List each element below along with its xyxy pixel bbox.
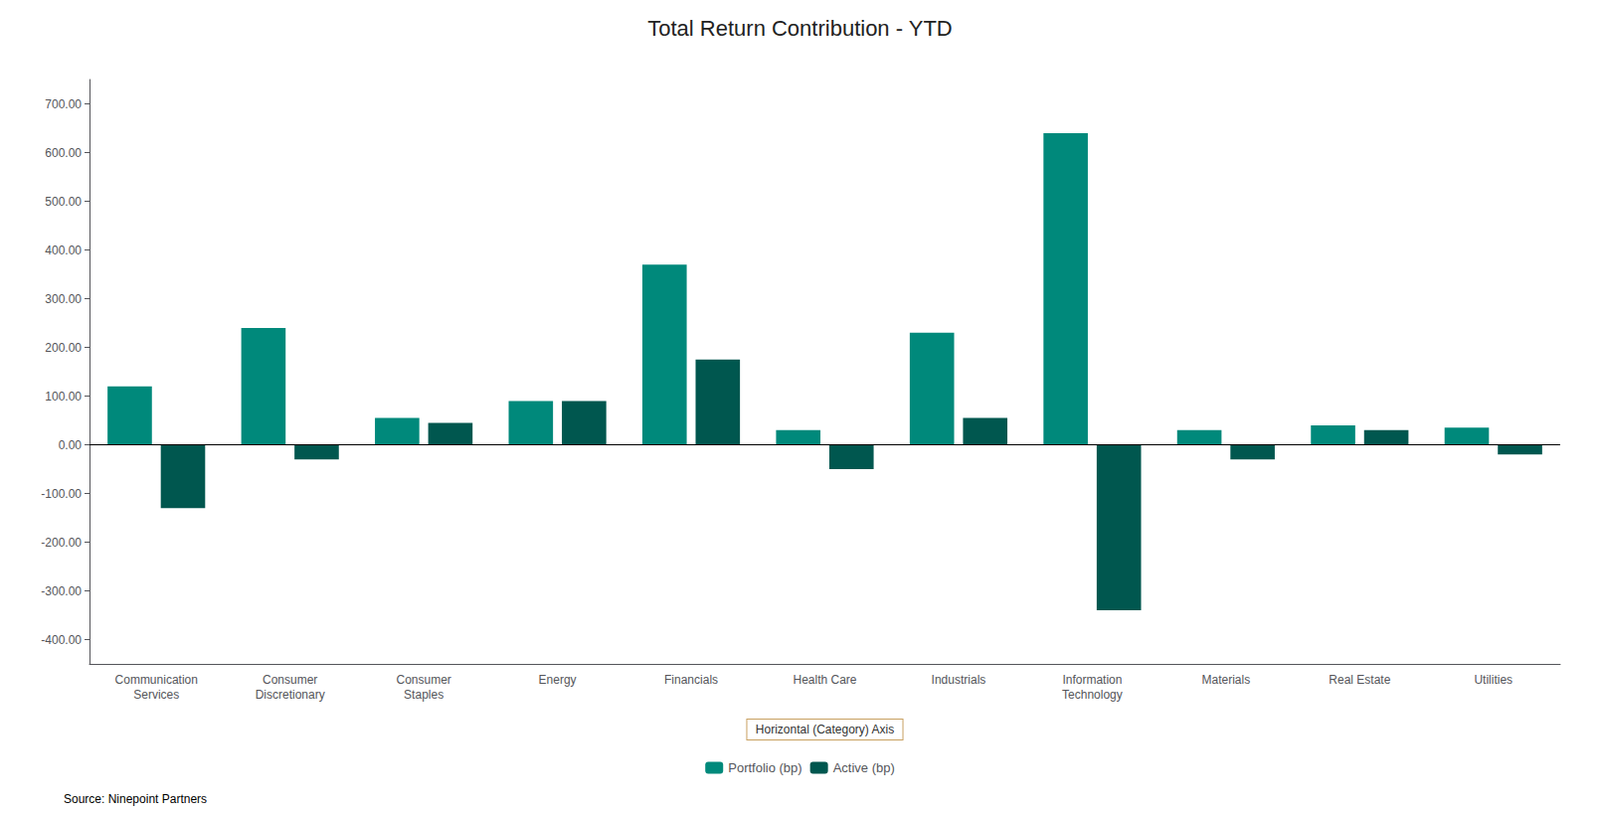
svg-text:Materials: Materials (1202, 673, 1251, 688)
svg-text:Source: Ninepoint Partners: Source: Ninepoint Partners (63, 792, 207, 807)
svg-text:Discretionary: Discretionary (255, 688, 326, 703)
svg-text:-100.00: -100.00 (40, 487, 82, 502)
svg-text:Energy: Energy (538, 673, 577, 688)
svg-text:Utilities: Utilities (1473, 673, 1513, 688)
svg-text:-400.00: -400.00 (40, 633, 82, 648)
svg-text:Financials: Financials (664, 673, 718, 688)
svg-text:Consumer: Consumer (395, 673, 451, 688)
svg-text:600.00: 600.00 (44, 146, 82, 161)
svg-text:-200.00: -200.00 (40, 535, 82, 550)
svg-text:700.00: 700.00 (44, 97, 82, 112)
svg-text:200.00: 200.00 (44, 341, 82, 356)
svg-text:Industrials: Industrials (931, 673, 987, 688)
svg-text:400.00: 400.00 (44, 243, 82, 258)
svg-text:Active (bp): Active (bp) (833, 760, 895, 776)
svg-text:Technology: Technology (1062, 688, 1123, 703)
svg-text:Portfolio (bp): Portfolio (bp) (727, 760, 802, 776)
svg-text:Information: Information (1062, 673, 1122, 688)
svg-text:300.00: 300.00 (44, 292, 82, 307)
svg-text:Health Care: Health Care (792, 673, 857, 688)
svg-text:Horizontal (Category) Axis: Horizontal (Category) Axis (755, 722, 894, 737)
svg-text:Real Estate: Real Estate (1328, 673, 1391, 688)
svg-text:0.00: 0.00 (58, 438, 83, 453)
svg-text:Total Return Contribution - YT: Total Return Contribution - YTD (647, 15, 953, 41)
svg-text:-300.00: -300.00 (40, 584, 82, 599)
svg-text:Consumer: Consumer (262, 673, 318, 688)
svg-text:Communication: Communication (115, 673, 198, 688)
svg-text:500.00: 500.00 (44, 194, 82, 209)
svg-text:Staples: Staples (403, 688, 444, 703)
svg-text:Services: Services (133, 688, 179, 703)
svg-text:100.00: 100.00 (44, 389, 82, 404)
